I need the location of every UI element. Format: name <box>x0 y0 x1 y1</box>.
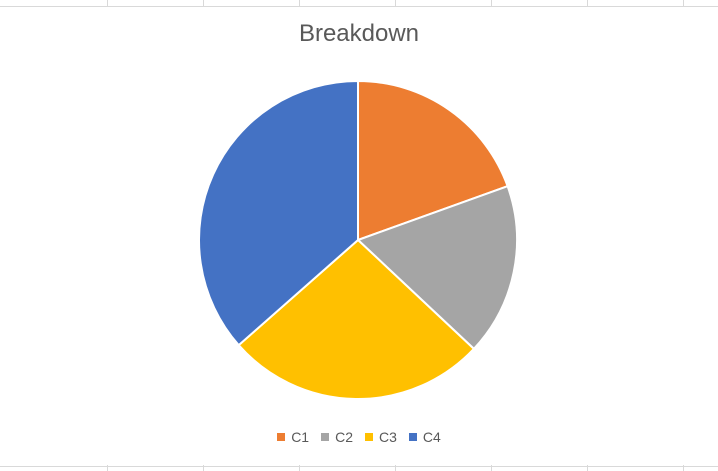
legend-item-c4[interactable]: C4 <box>408 429 441 445</box>
legend-label: C2 <box>335 429 353 445</box>
chart-title: Breakdown <box>298 20 420 47</box>
chart-legend: C1 C2 C3 C4 <box>0 429 718 445</box>
legend-label: C4 <box>422 429 441 445</box>
legend-swatch <box>321 433 330 441</box>
pie-slice-c4[interactable] <box>198 79 359 347</box>
sheet-gridline <box>0 6 718 7</box>
pie-slice-c3[interactable] <box>237 238 476 400</box>
pie-slice-c1[interactable] <box>357 79 509 242</box>
pie-slice-c2[interactable] <box>356 184 518 351</box>
sheet-gridline <box>0 466 718 467</box>
legend-label: C3 <box>379 429 397 445</box>
legend-label: C1 <box>291 429 310 445</box>
legend-swatch <box>365 433 373 441</box>
legend-item-c2[interactable]: C2 <box>321 429 353 445</box>
legend-swatch <box>408 433 417 441</box>
legend-swatch <box>277 433 286 441</box>
legend-item-c3[interactable]: C3 <box>365 429 397 445</box>
legend-item-c1[interactable]: C1 <box>277 429 309 445</box>
